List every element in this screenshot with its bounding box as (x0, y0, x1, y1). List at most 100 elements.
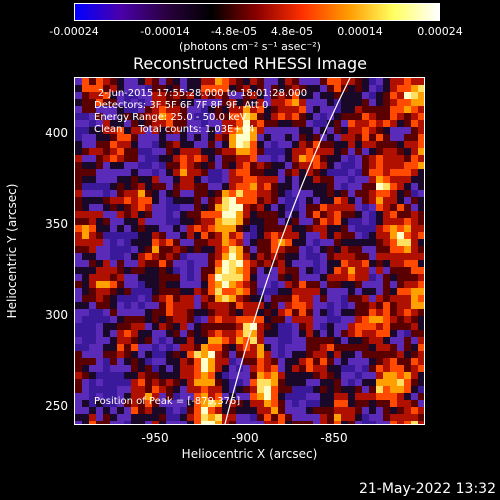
heatmap-pixel (390, 365, 397, 372)
heatmap-pixel (75, 393, 82, 400)
heatmap-pixel (117, 162, 124, 169)
heatmap-pixel (117, 386, 124, 393)
heatmap-pixel (271, 393, 278, 400)
heatmap-pixel (334, 211, 341, 218)
heatmap-pixel (362, 344, 369, 351)
heatmap-pixel (348, 281, 355, 288)
heatmap-pixel (383, 155, 390, 162)
heatmap-pixel (138, 190, 145, 197)
heatmap-pixel (411, 414, 418, 421)
heatmap-pixel (131, 99, 138, 106)
heatmap-pixel (271, 267, 278, 274)
heatmap-pixel (180, 379, 187, 386)
heatmap-pixel (124, 351, 131, 358)
heatmap-pixel (397, 141, 404, 148)
heatmap-pixel (355, 316, 362, 323)
heatmap-pixel (82, 302, 89, 309)
heatmap-pixel (369, 92, 376, 99)
heatmap-pixel (348, 379, 355, 386)
heatmap-pixel (397, 169, 404, 176)
heatmap-pixel (390, 127, 397, 134)
heatmap-pixel (383, 113, 390, 120)
heatmap-pixel (124, 358, 131, 365)
heatmap-pixel (250, 302, 257, 309)
heatmap-pixel (397, 218, 404, 225)
heatmap-pixel (215, 85, 222, 92)
heatmap-pixel (138, 148, 145, 155)
heatmap-pixel (194, 232, 201, 239)
heatmap-pixel (215, 351, 222, 358)
heatmap-pixel (138, 358, 145, 365)
heatmap-pixel (278, 288, 285, 295)
heatmap-pixel (152, 239, 159, 246)
heatmap-pixel (285, 379, 292, 386)
heatmap-pixel (173, 176, 180, 183)
heatmap-pixel (306, 414, 313, 421)
heatmap-pixel (278, 106, 285, 113)
heatmap-pixel (159, 239, 166, 246)
heatmap-pixel (236, 393, 243, 400)
heatmap-pixel (376, 232, 383, 239)
heatmap-pixel (320, 232, 327, 239)
heatmap-pixel (159, 274, 166, 281)
heatmap-pixel (257, 169, 264, 176)
heatmap-pixel (208, 218, 215, 225)
heatmap-pixel (250, 407, 257, 414)
heatmap-pixel (166, 365, 173, 372)
heatmap-pixel (250, 274, 257, 281)
heatmap-pixel (299, 176, 306, 183)
heatmap-pixel (285, 85, 292, 92)
heatmap-pixel (215, 267, 222, 274)
heatmap-pixel (362, 281, 369, 288)
heatmap-pixel (418, 386, 424, 393)
heatmap-pixel (117, 379, 124, 386)
heatmap-pixel (201, 134, 208, 141)
heatmap-pixel (411, 358, 418, 365)
heatmap-pixel (320, 197, 327, 204)
heatmap-pixel (355, 337, 362, 344)
heatmap-pixel (243, 197, 250, 204)
heatmap-pixel (159, 148, 166, 155)
heatmap-pixel (257, 323, 264, 330)
heatmap-pixel (264, 281, 271, 288)
heatmap-pixel (271, 302, 278, 309)
heatmap-pixel (89, 260, 96, 267)
heatmap-pixel (208, 372, 215, 379)
heatmap-pixel (278, 134, 285, 141)
heatmap-pixel (194, 211, 201, 218)
heatmap-pixel (362, 190, 369, 197)
heatmap-pixel (362, 211, 369, 218)
heatmap-pixel (327, 330, 334, 337)
heatmap-pixel (180, 386, 187, 393)
heatmap-pixel (271, 421, 278, 424)
heatmap-pixel (75, 106, 82, 113)
heatmap-pixel (369, 274, 376, 281)
heatmap-pixel (320, 127, 327, 134)
heatmap-pixel (236, 183, 243, 190)
heatmap-pixel (201, 421, 208, 424)
heatmap-pixel (411, 225, 418, 232)
heatmap-pixel (215, 169, 222, 176)
heatmap-pixel (299, 190, 306, 197)
heatmap-pixel (257, 309, 264, 316)
heatmap-pixel (278, 218, 285, 225)
heatmap-pixel (180, 393, 187, 400)
heatmap-pixel (229, 120, 236, 127)
heatmap-pixel (82, 421, 89, 424)
heatmap-pixel (96, 246, 103, 253)
heatmap-pixel (124, 176, 131, 183)
heatmap-pixel (250, 197, 257, 204)
heatmap-pixel (292, 183, 299, 190)
heatmap-pixel (341, 337, 348, 344)
heatmap-pixel (222, 344, 229, 351)
heatmap-pixel (383, 92, 390, 99)
heatmap-pixel (418, 169, 424, 176)
heatmap-pixel (376, 148, 383, 155)
heatmap-pixel (313, 239, 320, 246)
heatmap-pixel (187, 190, 194, 197)
heatmap-pixel (187, 120, 194, 127)
heatmap-pixel (418, 232, 424, 239)
heatmap-pixel (145, 85, 152, 92)
heatmap-pixel (96, 316, 103, 323)
heatmap-pixel (243, 288, 250, 295)
